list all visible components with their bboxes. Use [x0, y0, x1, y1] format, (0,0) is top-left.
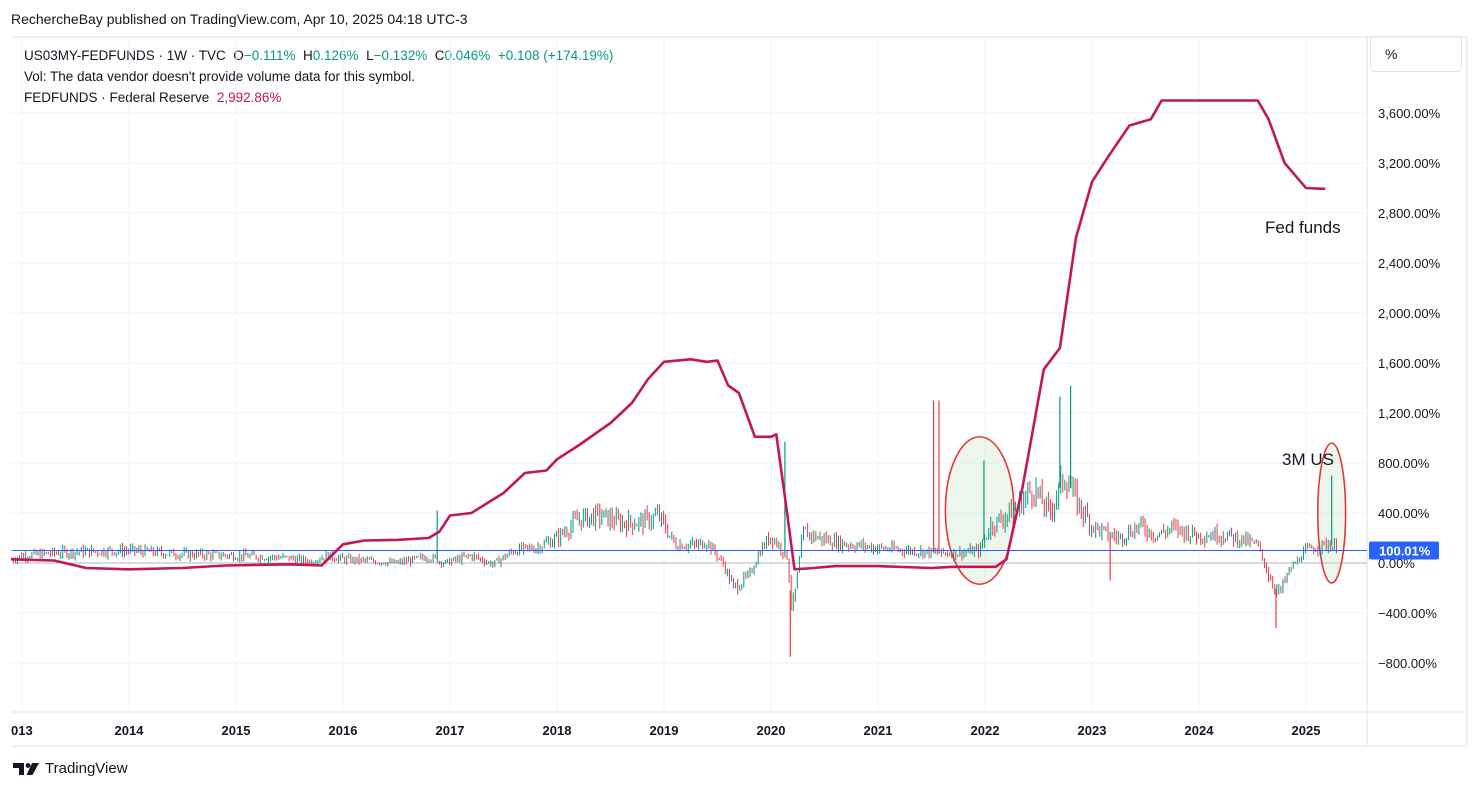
y-tick-label: 400.00%: [1378, 506, 1430, 521]
y-tick-label: −800.00%: [1378, 656, 1437, 671]
legend-volume-note: Vol: The data vendor doesn't provide vol…: [24, 66, 613, 87]
y-tick-label: −400.00%: [1378, 606, 1437, 621]
legend-open-label: O: [233, 48, 244, 63]
y-tick-label: 2,000.00%: [1378, 306, 1441, 321]
chart-legend: US03MY-FEDFUNDS · 1W · TVC O−0.111% H0.1…: [24, 45, 613, 108]
x-tick-label: 2018: [543, 723, 572, 738]
published-header: RechercheBay published on TradingView.co…: [11, 11, 468, 27]
legend-low-label: L: [366, 48, 374, 63]
tradingview-footer[interactable]: TradingView: [13, 760, 128, 777]
percent-scale-label: %: [1385, 46, 1398, 62]
y-tick-label: 0.00%: [1378, 556, 1415, 571]
annotation-fed-funds: Fed funds: [1265, 218, 1341, 237]
y-tick-label: 800.00%: [1378, 456, 1430, 471]
x-tick-label: 2016: [329, 723, 358, 738]
x-tick-label: 2020: [757, 723, 786, 738]
y-tick-label: 2,400.00%: [1378, 256, 1441, 271]
published-text: RechercheBay published on TradingView.co…: [11, 11, 468, 27]
legend-fedfunds-label: FEDFUNDS · Federal Reserve: [24, 90, 210, 105]
ohlc-bars: [10, 385, 1337, 657]
y-tick-label: 1,200.00%: [1378, 406, 1441, 421]
legend-symbol: US03MY-FEDFUNDS · 1W · TVC: [24, 48, 226, 63]
legend-fedfunds-series[interactable]: FEDFUNDS · Federal Reserve 2,992.86%: [24, 87, 613, 108]
grid-lines: [12, 37, 1367, 712]
legend-high-label: H: [303, 48, 313, 63]
last-value-price-tag: 100.01%: [1369, 541, 1439, 560]
legend-main-series[interactable]: US03MY-FEDFUNDS · 1W · TVC O−0.111% H0.1…: [24, 45, 613, 66]
legend-volume-text: Vol: The data vendor doesn't provide vol…: [24, 69, 416, 84]
legend-open-value: −0.111%: [243, 48, 296, 63]
x-tick-label: 2017: [436, 723, 465, 738]
tradingview-logo-icon: [13, 762, 39, 775]
x-tick-label: 2015: [222, 723, 251, 738]
x-tick-label: 2014: [115, 723, 145, 738]
price-tag-box: [1369, 541, 1439, 560]
x-tick-label: 013: [11, 723, 33, 738]
tradingview-brand: TradingView: [45, 760, 128, 777]
legend-close-label: C: [434, 48, 445, 63]
legend-high-value: 0.126%: [312, 48, 359, 63]
x-tick-label: 2023: [1078, 723, 1107, 738]
x-tick-label: 2019: [650, 723, 679, 738]
x-tick-label: 2025: [1292, 723, 1321, 738]
x-tick-label: 2021: [864, 723, 893, 738]
legend-low-value: −0.132%: [373, 48, 428, 63]
fedfunds-line: [11, 99, 1326, 571]
x-tick-label: 2022: [971, 723, 1000, 738]
annotation-3m-us: 3M US: [1282, 450, 1334, 469]
x-tick-label: 2024: [1185, 723, 1215, 738]
legend-close-value: 0.046%: [444, 48, 491, 63]
legend-fedfunds-value: 2,992.86%: [216, 90, 282, 105]
y-tick-label: 1,600.00%: [1378, 356, 1441, 371]
price-tag-text: 100.01%: [1379, 543, 1431, 558]
y-tick-label: 3,200.00%: [1378, 156, 1441, 171]
legend-change-value: +0.108 (+174.19%): [497, 48, 614, 63]
y-tick-label: 3,600.00%: [1378, 106, 1441, 121]
y-tick-label: 2,800.00%: [1378, 206, 1441, 221]
